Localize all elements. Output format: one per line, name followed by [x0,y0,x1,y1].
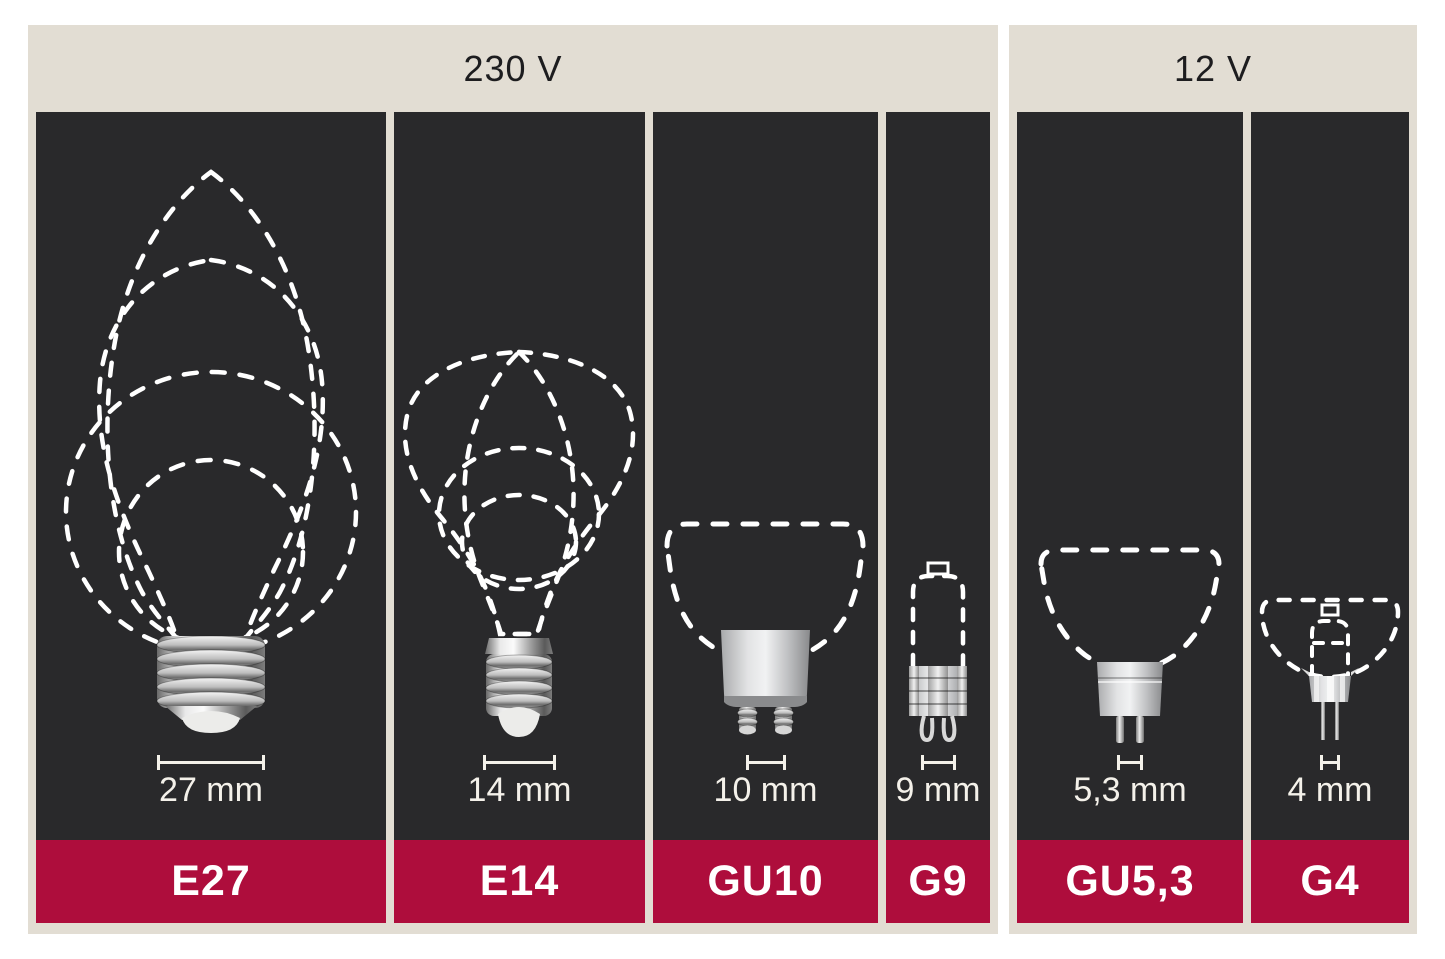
g4-measurement: 4 mm [1251,752,1409,840]
g4-bulb-diagram [1259,597,1401,740]
g4-dashed-reflector-outline [1259,597,1401,680]
g4-top-contact-outline [1320,603,1340,617]
group-title-230v: 230 V [463,47,563,89]
gu53-measure-text: 5,3 mm [1073,771,1187,809]
column-e14: 14 mm E14 [394,112,645,923]
g9-scale-bar [920,755,956,770]
gu10-dashed-reflector-outline [664,521,866,665]
gu53-base [1097,662,1163,743]
columns-12v: 5,3 mm GU5,3 [1009,112,1417,923]
g4-illustration-area [1251,112,1409,752]
socket-label-e27: E27 [36,840,386,923]
column-g9: 9 mm G9 [886,112,990,923]
gu53-pin-right [1136,716,1144,743]
e27-dashed-bulb-outlines [63,169,359,655]
socket-label-e14: E14 [394,840,645,923]
voltage-group-12v: 12 V 5,3 mm GU5,3 [1009,25,1417,934]
gu10-scale-bar [745,755,786,770]
group-title-12v: 12 V [1173,47,1253,89]
gu10-measurement: 10 mm [653,752,878,840]
column-gu10: 10 mm GU10 [653,112,878,923]
e27-measure-text: 27 mm [159,771,263,809]
socket-label-g9: G9 [886,840,990,923]
e27-bulb-diagram [63,169,359,733]
column-gu53: 5,3 mm GU5,3 [1017,112,1243,923]
g9-bulb-diagram [909,561,967,743]
gu53-illustration-area [1017,112,1243,752]
e27-scale-bar [157,755,265,770]
e14-measure-text: 14 mm [467,771,572,809]
voltage-group-230v: 230 V [28,25,998,934]
g9-pin-right [941,715,957,743]
gu10-measure-text: 10 mm [713,771,818,809]
gu53-bulb-diagram [1038,547,1222,743]
socket-label-g4: G4 [1251,840,1409,923]
socket-label-gu53: GU5,3 [1017,840,1243,923]
e27-illustration-area [36,112,386,752]
socket-label-gu10: GU10 [653,840,878,923]
gu10-base [721,630,810,735]
columns-230v: 27 mm E27 [28,112,998,923]
gu10-pin-left [737,707,758,735]
e14-screw-base [485,638,553,737]
g9-measure-text: 9 mm [895,771,981,809]
e14-measurement: 14 mm [394,752,645,840]
column-e27: 27 mm E27 [36,112,386,923]
gu10-pin-right [773,707,794,735]
g9-dashed-capsule-outline [910,573,966,669]
g4-scale-bar [1320,755,1340,770]
gu10-illustration-area [653,112,878,752]
g4-measure-text: 4 mm [1287,771,1373,809]
g9-base [909,666,967,743]
e27-measurement: 27 mm [36,752,386,840]
column-g4: 4 mm G4 [1251,112,1409,923]
gu53-scale-bar [1117,755,1143,770]
g9-illustration-area [886,112,990,752]
e14-dashed-bulb-outlines [402,348,636,637]
e27-screw-base [156,635,266,733]
gu53-measurement: 5,3 mm [1017,752,1243,840]
g9-measurement: 9 mm [886,752,990,840]
e14-illustration-area [394,112,645,752]
gu53-dashed-reflector-outline [1038,547,1222,673]
g9-top-contact-outline [926,561,950,576]
g9-pin-left [919,715,935,743]
g4-pin-right [1335,702,1339,740]
g4-pin-left [1321,702,1325,740]
e14-bulb-diagram [402,348,636,737]
g4-dashed-capsule-outline [1310,619,1350,677]
e14-scale-bar [483,755,556,770]
gu53-pin-left [1116,716,1124,743]
gu10-bulb-diagram [664,521,866,735]
g4-base [1301,668,1359,740]
